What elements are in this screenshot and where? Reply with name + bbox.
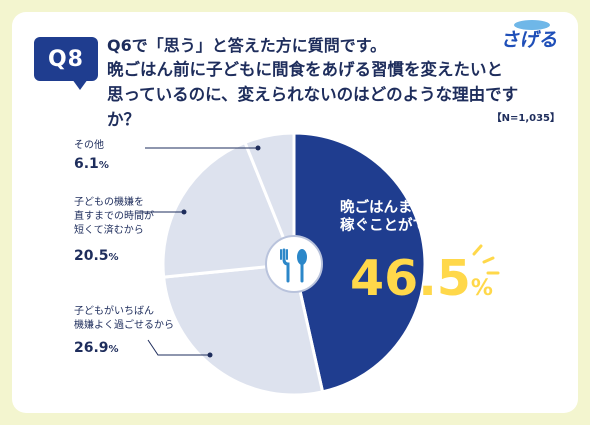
question-line3: 思っているのに、変えられないのはどのような理由ですか？	[107, 85, 519, 129]
slice-third	[161, 140, 297, 279]
fork-spoon-icon	[265, 235, 323, 293]
leader-line-second	[147, 339, 210, 356]
pct-second: 26.9%	[74, 340, 119, 356]
label-third-line2: 直すまでの時間が	[74, 211, 154, 222]
label-second-line2: 機嫌よく過ごせるから	[74, 320, 174, 331]
leader-dot-other	[255, 145, 261, 151]
accent-ray	[472, 244, 483, 256]
pct-third: 20.5%	[74, 248, 119, 264]
logo-cloud	[514, 20, 550, 30]
pct-second-unit: %	[108, 344, 119, 355]
question-badge-label: Q8	[34, 37, 98, 81]
slice-other	[243, 131, 296, 265]
pct-main: 46.5%	[350, 250, 493, 307]
question-badge-tail	[72, 79, 88, 90]
pct-other-unit: %	[98, 160, 109, 171]
label-second: 子どもがいちばん 機嫌よく過ごせるから	[74, 305, 174, 333]
question-line1: Q6で「思う」と答えた方に質問です。	[107, 36, 387, 55]
icon-circle	[265, 235, 323, 293]
fork-icon	[282, 248, 290, 283]
brand-logo: さげる	[504, 20, 561, 50]
label-main-line2: 稼ぐことができるから	[340, 218, 485, 234]
sample-size: 【N=1,035】	[491, 113, 560, 124]
slice-second	[162, 262, 325, 397]
leader-dot-third	[181, 209, 187, 215]
slice-main	[292, 131, 427, 394]
label-main-line1: 晩ごはんまでの時間を	[340, 200, 485, 216]
label-third: 子どもの機嫌を 直すまでの時間が 短くて済むから	[74, 196, 154, 238]
pct-third-value: 20.5	[74, 248, 109, 264]
fork-tines-icon	[280, 249, 288, 260]
question-badge: Q8	[34, 37, 98, 91]
pct-other-value: 6.1	[74, 156, 99, 172]
label-main: 晩ごはんまでの時間を 稼ぐことができるから	[340, 199, 510, 235]
leader-dot-second	[207, 352, 213, 358]
label-third-line3: 短くて済むから	[74, 225, 144, 236]
spoon-icon	[297, 249, 307, 265]
label-second-line1: 子どもがいちばん	[74, 306, 154, 317]
brand-logo-text: さげる	[504, 28, 561, 50]
pct-main-unit: %	[470, 276, 493, 301]
accent-ray	[482, 256, 495, 264]
accent-rays	[472, 244, 500, 275]
question-line2: 晩ごはん前に子どもに間食をあげる習慣を変えたいと	[107, 60, 503, 79]
label-other-text: その他	[74, 140, 104, 151]
pct-other: 6.1%	[74, 156, 109, 172]
pct-second-value: 26.9	[74, 340, 109, 356]
label-third-line1: 子どもの機嫌を	[74, 197, 144, 208]
question-text: Q6で「思う」と答えた方に質問です。 晩ごはん前に子どもに間食をあげる習慣を変え…	[107, 34, 547, 132]
pct-third-unit: %	[108, 252, 119, 263]
label-other: その他	[74, 139, 104, 153]
leader-lines	[140, 145, 261, 358]
pie-slices	[161, 131, 427, 397]
pct-main-value: 46.5	[350, 250, 471, 307]
